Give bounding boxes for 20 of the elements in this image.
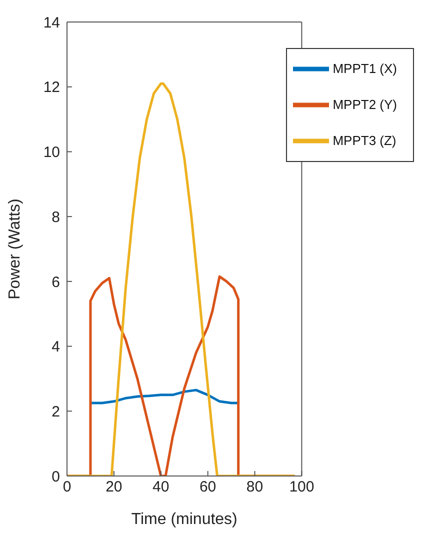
y-tick-label: 4 <box>52 338 60 356</box>
y-tick-label: 2 <box>52 403 60 420</box>
y-tick-label: 6 <box>52 274 60 291</box>
legend-label: MPPT2 (Y) <box>332 97 397 112</box>
y-tick-label: 12 <box>43 79 60 96</box>
x-tick-label: 40 <box>152 478 170 496</box>
legend-label: MPPT1 (X) <box>332 61 397 76</box>
y-axis-title: Power (Watts) <box>6 198 24 300</box>
legend-label: MPPT3 (Z) <box>332 133 396 148</box>
x-tick-label: 100 <box>289 478 314 496</box>
x-tick-label: 0 <box>62 478 72 496</box>
x-tick-label: 60 <box>199 478 216 496</box>
x-tick-label: 20 <box>106 478 122 496</box>
line-series <box>67 82 296 476</box>
x-tick-label: 80 <box>246 478 264 496</box>
line-series <box>89 388 240 404</box>
y-tick-label: 8 <box>52 208 60 226</box>
y-tick-label: 14 <box>43 14 60 32</box>
x-axis-title: Time (minutes) <box>131 511 238 528</box>
y-tick-label: 10 <box>43 144 60 162</box>
